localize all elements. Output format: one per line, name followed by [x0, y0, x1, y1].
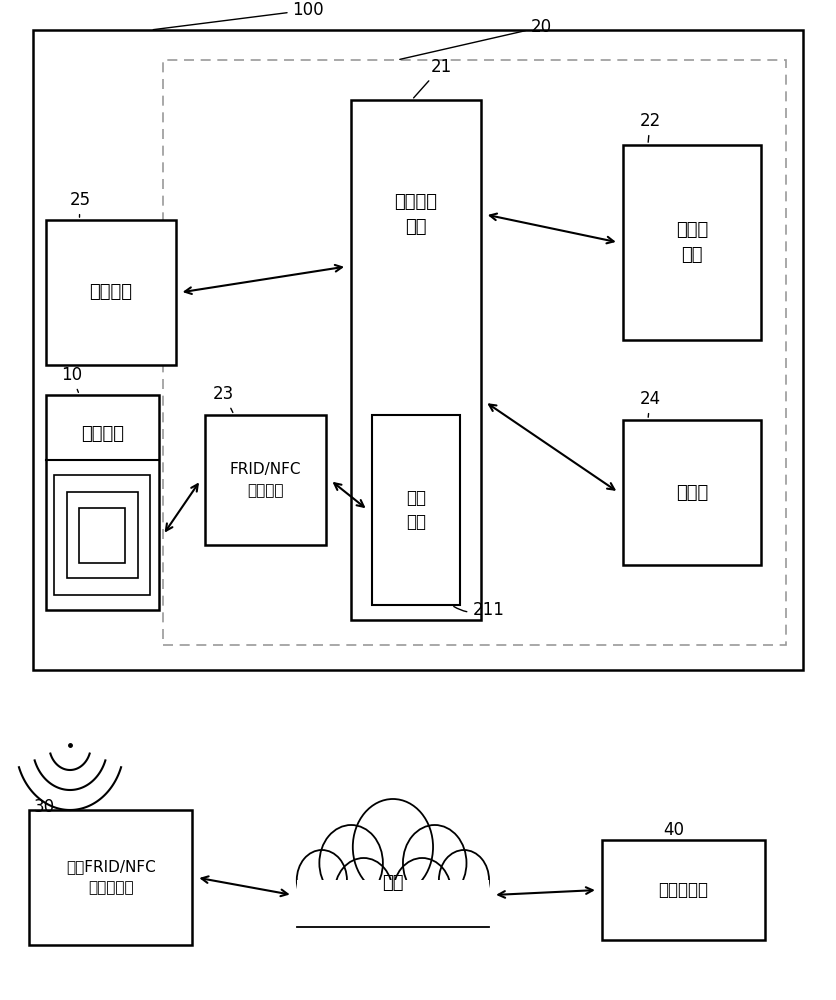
Circle shape [403, 825, 466, 901]
FancyBboxPatch shape [205, 415, 326, 545]
Text: 25: 25 [69, 191, 90, 217]
Text: FRID/NFC
传输模块: FRID/NFC 传输模块 [230, 462, 301, 498]
Circle shape [353, 799, 433, 895]
FancyBboxPatch shape [602, 840, 765, 940]
Text: 10: 10 [61, 366, 82, 392]
FancyBboxPatch shape [163, 60, 786, 645]
Text: 网络: 网络 [382, 874, 404, 892]
Text: 21: 21 [414, 58, 451, 98]
Text: 30: 30 [33, 798, 54, 816]
Text: 控制管理
单元: 控制管理 单元 [395, 193, 437, 236]
Text: 具有FRID/NFC
功能的装置: 具有FRID/NFC 功能的装置 [66, 859, 155, 896]
Text: 24: 24 [640, 390, 660, 417]
Text: 微控制器: 微控制器 [89, 284, 132, 302]
Text: 22: 22 [640, 112, 660, 142]
FancyBboxPatch shape [33, 30, 803, 670]
FancyBboxPatch shape [372, 415, 460, 605]
Text: 云端服务器: 云端服务器 [659, 881, 708, 899]
FancyBboxPatch shape [293, 880, 493, 935]
Text: 23: 23 [213, 385, 234, 413]
FancyBboxPatch shape [46, 220, 176, 365]
FancyBboxPatch shape [623, 420, 761, 565]
Text: 数据库: 数据库 [675, 484, 708, 502]
Text: 40: 40 [663, 821, 684, 839]
Text: 记忆
单元: 记忆 单元 [406, 488, 426, 532]
Circle shape [393, 858, 451, 928]
Circle shape [439, 850, 489, 910]
FancyBboxPatch shape [46, 395, 159, 610]
Text: 识别码
单元: 识别码 单元 [675, 221, 708, 264]
Text: 20: 20 [400, 18, 552, 59]
FancyBboxPatch shape [351, 100, 481, 620]
Text: 100: 100 [153, 1, 324, 30]
Text: 211: 211 [454, 601, 504, 619]
FancyBboxPatch shape [29, 810, 192, 945]
Circle shape [319, 825, 383, 901]
FancyBboxPatch shape [623, 145, 761, 340]
Text: 天线单元: 天线单元 [81, 425, 124, 443]
FancyBboxPatch shape [297, 880, 489, 930]
Circle shape [334, 858, 393, 928]
Circle shape [297, 850, 347, 910]
